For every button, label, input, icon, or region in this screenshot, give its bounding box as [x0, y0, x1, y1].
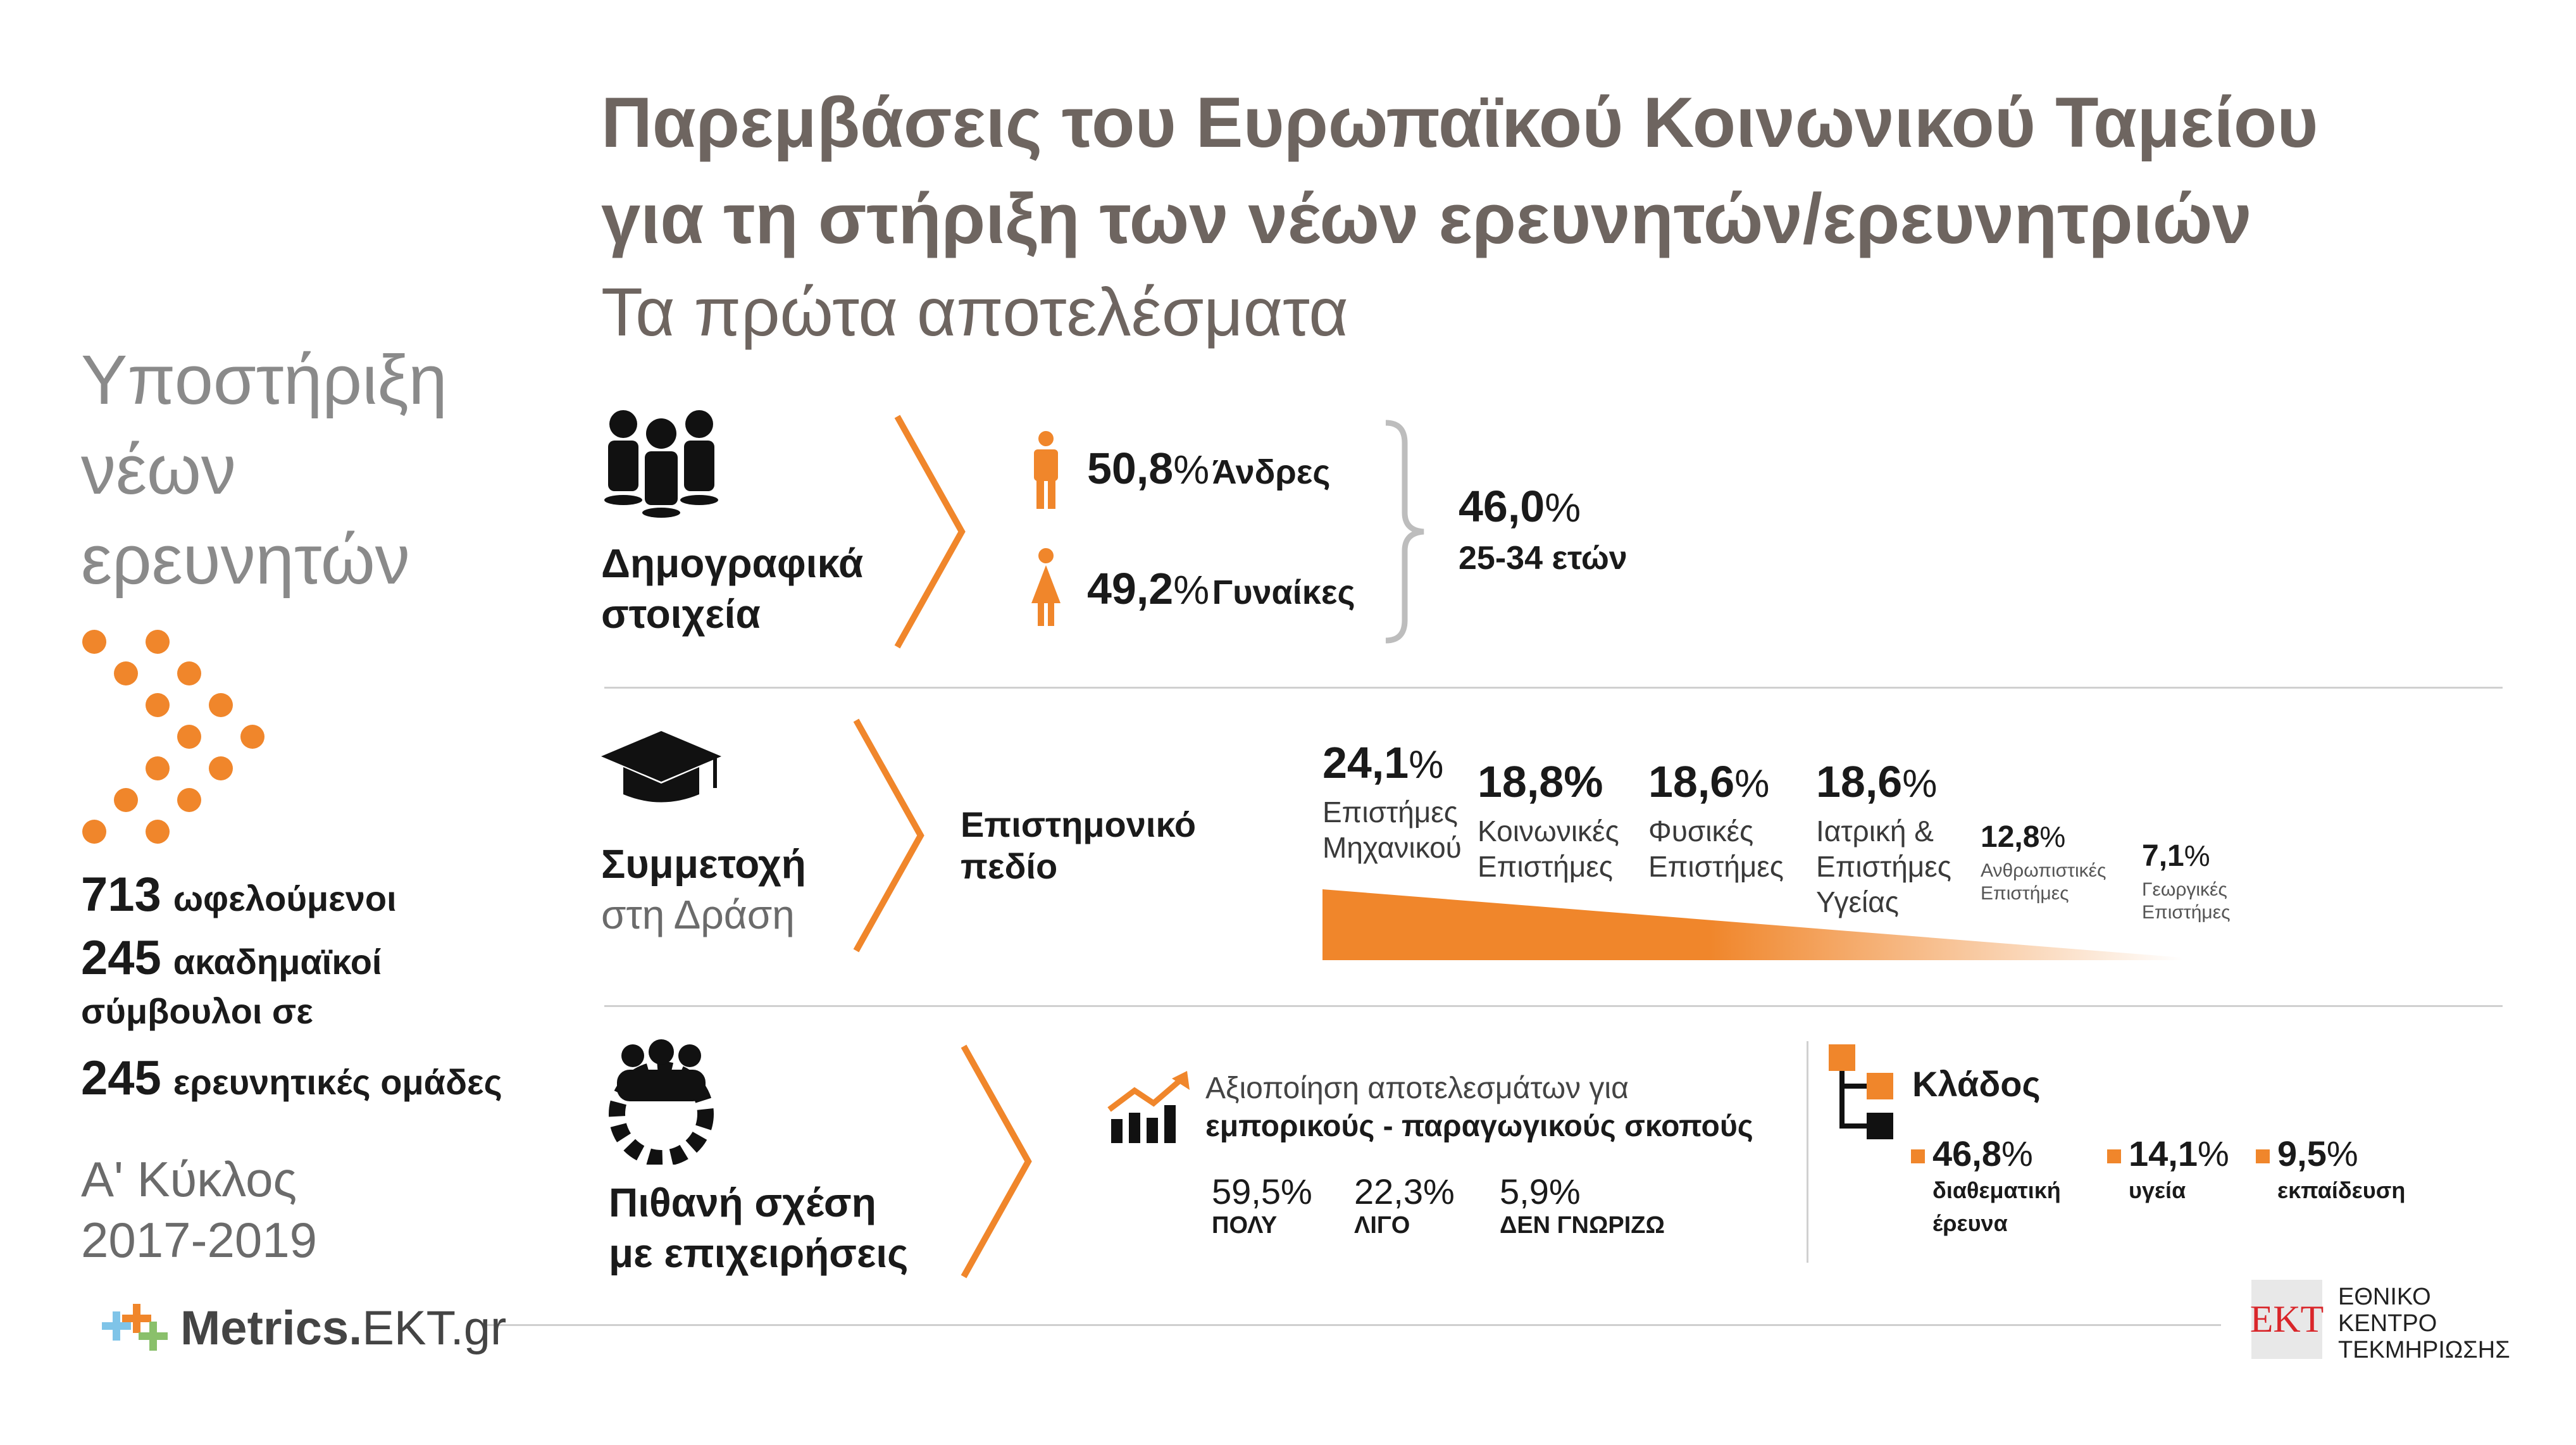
arrow-dots-graphic	[76, 623, 266, 844]
field-item-social: 18,8% Κοινωνικές Επιστήμες	[1478, 757, 1619, 883]
exploitation-title: Αξιοποίηση αποτελεσμάτων για εμπορικούς …	[1205, 1072, 1753, 1143]
demographics-label: Δημογραφικά στοιχεία	[601, 541, 864, 637]
ekt-logo: EKT	[2250, 1280, 2324, 1359]
growth-chart-icon	[1106, 1068, 1195, 1148]
people-group-icon	[598, 405, 725, 522]
female-icon	[1030, 547, 1062, 630]
participation-label: Συμμετοχή στη Δράση	[601, 841, 806, 937]
hierarchy-icon	[1829, 1044, 1898, 1149]
stat-advisors: 245 ακαδημαϊκοί	[81, 931, 382, 985]
stat-beneficiaries: 713 ωφελούμενοι	[81, 868, 397, 922]
brace-icon	[1379, 418, 1430, 649]
field-item-natural: 18,6% Φυσικές Επιστήμες	[1648, 757, 1784, 883]
metrics-logo-text[interactable]: Metrics.EKT.gr	[180, 1301, 507, 1355]
sector-item-education: 9,5% εκπαίδευση	[2256, 1133, 2405, 1207]
page-subtitle: Τα πρώτα αποτελέσματα	[601, 273, 1348, 350]
cycle-label: Α' Κύκλος 2017-2019	[81, 1151, 318, 1268]
graduation-cap-icon	[598, 728, 725, 807]
vertical-divider	[1807, 1041, 1808, 1263]
answer-item-dont-know: 5,9% ΔΕΝ ΓΝΩΡΙΖΩ	[1500, 1172, 1665, 1239]
scientific-field-title: Επιστημονικό πεδίο	[961, 804, 1197, 886]
stat-advisors-cont: σύμβουλοι σε	[81, 991, 313, 1031]
age-stat: 46,0%	[1459, 482, 1581, 531]
divider-1	[604, 687, 2503, 689]
stat-teams: 245 ερευνητικές ομάδες	[81, 1051, 502, 1105]
field-item-engineering: 24,1% Επιστήμες Μηχανικού	[1322, 738, 1462, 864]
sector-item-interdisciplinary: 46,8% διαθεματική έρευνα	[1911, 1133, 2061, 1240]
sector-title: Κλάδος	[1912, 1064, 2041, 1104]
men-stat: 50,8% Άνδρες	[1087, 444, 1331, 493]
answer-item-little: 22,3% ΛΙΓΟ	[1354, 1172, 1455, 1239]
title-line-1: Παρεμβάσεις του Ευρωπαϊκού Κοινωνικού Τα…	[601, 83, 2318, 162]
women-stat: 49,2% Γυναίκες	[1087, 564, 1355, 613]
footer-line	[487, 1324, 2221, 1326]
divider-2	[604, 1005, 2503, 1007]
page-title: Παρεμβάσεις του Ευρωπαϊκού Κοινωνικού Τα…	[601, 75, 2318, 267]
sidebar-title: Υποστήριξη νέων ερευνητών	[81, 341, 447, 599]
chevron-right-icon	[959, 1041, 1035, 1285]
team-gear-icon	[598, 1038, 725, 1168]
male-icon	[1030, 430, 1062, 513]
field-share-wedge	[1322, 889, 2183, 965]
chevron-right-icon	[851, 715, 927, 959]
age-label: 25-34 ετών	[1459, 540, 1627, 577]
ekt-name: ΕΘΝΙΚΟ ΚΕΝΤΡΟ ΤΕΚΜΗΡΙΩΣΗΣ	[2338, 1284, 2510, 1363]
chevron-right-icon	[892, 411, 968, 655]
metrics-plus-icon	[101, 1298, 171, 1358]
field-item-agriculture: 7,1% Γεωργικές Επιστήμες	[2142, 839, 2231, 923]
sector-item-health: 14,1% υγεία	[2107, 1133, 2229, 1207]
answer-item-much: 59,5% ΠΟΛΥ	[1212, 1172, 1312, 1239]
field-item-humanities: 12,8% Ανθρωπιστικές Επιστήμες	[1981, 820, 2106, 904]
field-item-medical: 18,6% Ιατρική & Επιστήμες Υγείας	[1816, 757, 1951, 918]
business-label: Πιθανή σχέση με επιχειρήσεις	[609, 1180, 909, 1276]
title-line-2: για τη στήριξη των νέων ερευνητών/ερευνη…	[601, 179, 2252, 258]
